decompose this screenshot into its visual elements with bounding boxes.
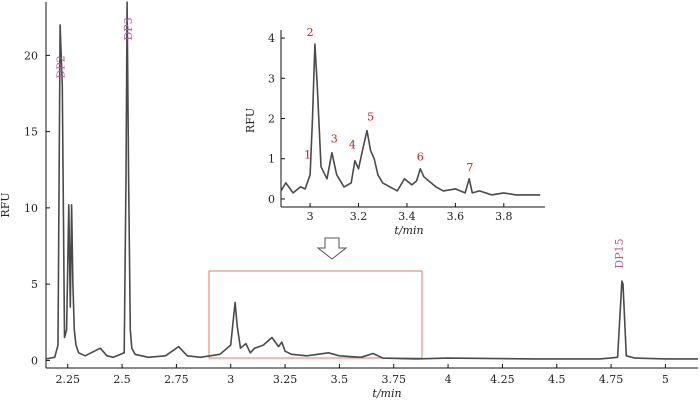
inset-peak-label-3: 3 [331, 133, 338, 146]
inset-y-axis-label: RFU [244, 108, 257, 133]
x-tick-label: 2.75 [164, 373, 189, 386]
x-tick-label: 4.25 [490, 373, 515, 386]
inset-peak-label-7: 7 [466, 161, 473, 174]
y-tick-label: 15 [24, 126, 38, 139]
x-tick-label: 4.75 [599, 373, 624, 386]
y-tick-label: 0 [31, 354, 38, 367]
y-tick-label: 20 [24, 49, 38, 62]
inset-x-tick-label: 3.2 [350, 210, 368, 223]
inset-x-tick-label: 3.6 [447, 210, 465, 223]
x-tick-label: 3.5 [331, 373, 349, 386]
inset-y-tick-label: 3 [268, 72, 275, 85]
x-tick-label: 3.25 [273, 373, 298, 386]
inset-x-tick-label: 3.4 [398, 210, 416, 223]
x-axis-label: t/min [372, 387, 401, 400]
x-tick-label: 4.5 [548, 373, 566, 386]
inset-peak-label-4: 4 [349, 139, 356, 152]
inset-y-tick-label: 2 [268, 113, 275, 126]
inset-x-tick-label: 3.8 [495, 210, 513, 223]
x-tick-label: 4 [445, 373, 452, 386]
y-tick-label: 5 [31, 278, 38, 291]
inset-peak-label-2: 2 [307, 26, 314, 39]
y-axis-label: RFU [0, 192, 12, 217]
inset-x-tick-label: 3 [307, 210, 314, 223]
down-arrow-icon [316, 237, 348, 260]
y-tick-label: 10 [24, 202, 38, 215]
chromatogram-trace [45, 1, 698, 360]
inset-y-tick-label: 0 [268, 193, 275, 206]
inset-chromatogram-trace [280, 43, 541, 196]
peak-label-dp15: DP15 [613, 238, 626, 268]
x-tick-label: 5 [662, 373, 669, 386]
peak-label-dp3: DP3 [122, 17, 135, 40]
x-tick-label: 3 [227, 373, 234, 386]
x-tick-label: 3.75 [381, 373, 406, 386]
peak-label-dp2: DP2 [55, 55, 68, 78]
x-tick-label: 2.5 [113, 373, 131, 386]
x-tick-label: 2.25 [55, 373, 80, 386]
inset-y-tick-label: 1 [268, 153, 275, 166]
inset-y-tick-label: 4 [268, 32, 275, 45]
inset-peak-label-6: 6 [417, 151, 424, 164]
inset-x-axis-label: t/min [394, 224, 423, 237]
inset-peak-label-5: 5 [367, 111, 374, 124]
inset-peak-label-1: 1 [304, 149, 311, 162]
zoom-highlight-box [208, 270, 423, 359]
